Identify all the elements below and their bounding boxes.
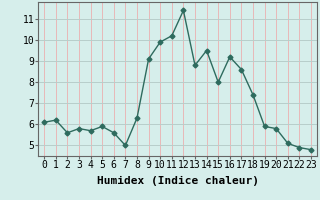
X-axis label: Humidex (Indice chaleur): Humidex (Indice chaleur) [97, 176, 259, 186]
